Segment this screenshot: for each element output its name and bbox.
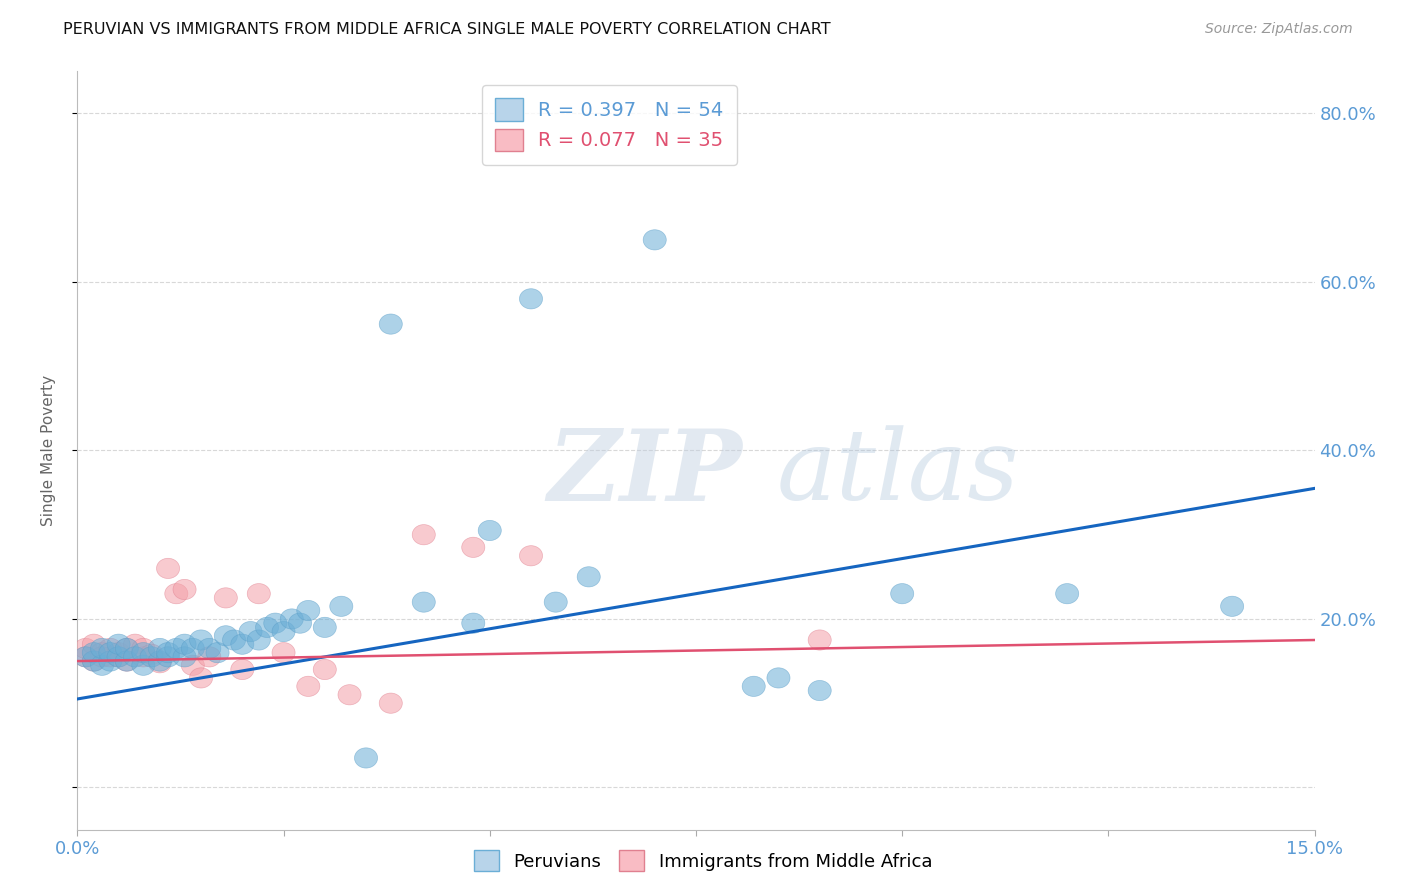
Ellipse shape [90, 655, 114, 675]
Ellipse shape [478, 520, 502, 541]
Ellipse shape [198, 639, 221, 658]
Ellipse shape [141, 644, 163, 665]
Ellipse shape [132, 639, 155, 658]
Ellipse shape [98, 639, 122, 658]
Ellipse shape [890, 583, 914, 604]
Ellipse shape [214, 588, 238, 608]
Ellipse shape [90, 639, 114, 658]
Ellipse shape [380, 314, 402, 334]
Ellipse shape [380, 693, 402, 714]
Ellipse shape [766, 668, 790, 688]
Ellipse shape [124, 634, 146, 655]
Ellipse shape [173, 580, 195, 599]
Ellipse shape [107, 634, 131, 655]
Ellipse shape [247, 630, 270, 650]
Ellipse shape [214, 625, 238, 646]
Ellipse shape [148, 651, 172, 671]
Ellipse shape [1220, 596, 1244, 616]
Ellipse shape [231, 634, 254, 655]
Ellipse shape [222, 630, 246, 650]
Ellipse shape [461, 537, 485, 558]
Ellipse shape [132, 647, 155, 667]
Ellipse shape [83, 642, 105, 663]
Ellipse shape [1056, 583, 1078, 604]
Ellipse shape [75, 647, 97, 667]
Ellipse shape [314, 659, 336, 680]
Ellipse shape [107, 647, 131, 667]
Ellipse shape [173, 647, 195, 667]
Ellipse shape [83, 651, 105, 671]
Ellipse shape [181, 655, 204, 675]
Ellipse shape [141, 647, 163, 667]
Ellipse shape [107, 642, 131, 663]
Text: atlas: atlas [776, 425, 1019, 521]
Ellipse shape [544, 592, 567, 612]
Ellipse shape [132, 655, 155, 675]
Ellipse shape [198, 647, 221, 667]
Text: Source: ZipAtlas.com: Source: ZipAtlas.com [1205, 22, 1353, 37]
Ellipse shape [83, 634, 105, 655]
Ellipse shape [271, 642, 295, 663]
Ellipse shape [115, 651, 138, 671]
Ellipse shape [98, 642, 122, 663]
Ellipse shape [156, 558, 180, 579]
Ellipse shape [115, 639, 138, 658]
Ellipse shape [314, 617, 336, 638]
Ellipse shape [519, 546, 543, 566]
Text: PERUVIAN VS IMMIGRANTS FROM MIDDLE AFRICA SINGLE MALE POVERTY CORRELATION CHART: PERUVIAN VS IMMIGRANTS FROM MIDDLE AFRIC… [63, 22, 831, 37]
Ellipse shape [808, 681, 831, 701]
Ellipse shape [578, 566, 600, 587]
Ellipse shape [519, 289, 543, 309]
Ellipse shape [337, 685, 361, 705]
Ellipse shape [98, 651, 122, 671]
Ellipse shape [107, 647, 131, 667]
Ellipse shape [90, 647, 114, 667]
Ellipse shape [124, 647, 146, 667]
Ellipse shape [83, 651, 105, 671]
Ellipse shape [239, 622, 262, 641]
Legend: Peruvians, Immigrants from Middle Africa: Peruvians, Immigrants from Middle Africa [467, 843, 939, 879]
Ellipse shape [256, 617, 278, 638]
Ellipse shape [461, 613, 485, 633]
Ellipse shape [75, 639, 97, 658]
Ellipse shape [148, 639, 172, 658]
Ellipse shape [90, 642, 114, 663]
Ellipse shape [98, 647, 122, 667]
Ellipse shape [643, 230, 666, 250]
Ellipse shape [271, 622, 295, 641]
Ellipse shape [75, 647, 97, 667]
Ellipse shape [412, 592, 436, 612]
Ellipse shape [264, 613, 287, 633]
Ellipse shape [412, 524, 436, 545]
Ellipse shape [148, 653, 172, 673]
Ellipse shape [115, 651, 138, 671]
Ellipse shape [297, 600, 319, 621]
Ellipse shape [165, 583, 188, 604]
Ellipse shape [156, 642, 180, 663]
Ellipse shape [247, 583, 270, 604]
Ellipse shape [742, 676, 765, 697]
Ellipse shape [156, 647, 180, 667]
Ellipse shape [165, 639, 188, 658]
Ellipse shape [181, 639, 204, 658]
Ellipse shape [115, 639, 138, 658]
Y-axis label: Single Male Poverty: Single Male Poverty [42, 375, 56, 526]
Ellipse shape [207, 642, 229, 663]
Ellipse shape [173, 634, 195, 655]
Ellipse shape [297, 676, 319, 697]
Ellipse shape [808, 630, 831, 650]
Ellipse shape [190, 630, 212, 650]
Ellipse shape [190, 668, 212, 688]
Ellipse shape [354, 747, 378, 768]
Text: ZIP: ZIP [547, 425, 742, 522]
Ellipse shape [280, 609, 304, 629]
Legend: R = 0.397   N = 54, R = 0.077   N = 35: R = 0.397 N = 54, R = 0.077 N = 35 [482, 85, 737, 165]
Ellipse shape [288, 613, 312, 633]
Ellipse shape [132, 642, 155, 663]
Ellipse shape [231, 659, 254, 680]
Ellipse shape [330, 596, 353, 616]
